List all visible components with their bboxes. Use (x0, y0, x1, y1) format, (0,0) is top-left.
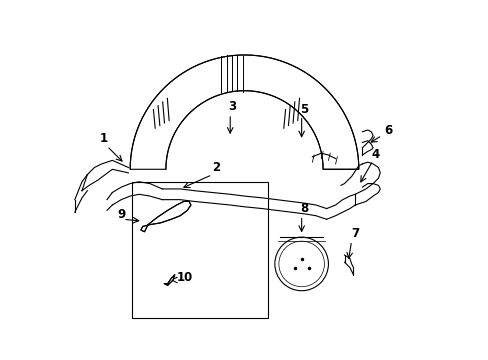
Text: 10: 10 (176, 271, 192, 284)
Text: 9: 9 (118, 207, 126, 221)
Text: 7: 7 (351, 227, 359, 240)
Text: 2: 2 (212, 161, 220, 174)
Text: 1: 1 (100, 132, 108, 145)
Text: 8: 8 (299, 202, 307, 215)
Text: 5: 5 (299, 103, 307, 116)
Polygon shape (141, 202, 190, 232)
Polygon shape (130, 55, 358, 169)
Text: 6: 6 (383, 123, 391, 136)
Text: 3: 3 (228, 100, 236, 113)
Text: 4: 4 (370, 148, 379, 161)
Bar (132, 182, 267, 318)
Polygon shape (164, 275, 175, 285)
